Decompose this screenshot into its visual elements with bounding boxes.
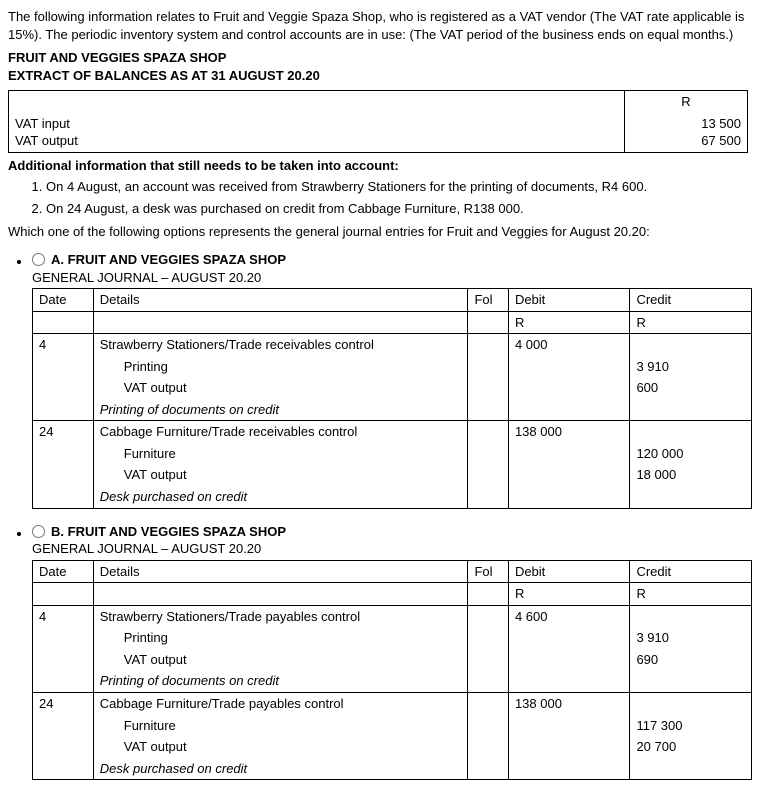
entry-date: 4 (33, 605, 94, 627)
additional-item: On 4 August, an account was received fro… (46, 178, 759, 196)
entry-credit: 600 (630, 377, 752, 399)
entry-credit: 3 910 (630, 356, 752, 378)
col-fol: Fol (468, 289, 509, 312)
entry-line: VAT output (100, 738, 462, 756)
col-credit: Credit (630, 560, 752, 583)
entry-credit: 18 000 (630, 464, 752, 486)
additional-item: On 24 August, a desk was purchased on cr… (46, 200, 759, 218)
entry-debit: 4 000 (508, 334, 630, 356)
option-b-letter: B. (51, 524, 64, 539)
entry-narration: Printing of documents on credit (93, 670, 468, 692)
option-a-letter: A. (51, 252, 64, 267)
journal-table-b: Date Details Fol Debit Credit R R 4 Stra… (32, 560, 752, 780)
option-a-subtitle: GENERAL JOURNAL – AUGUST 20.20 (32, 269, 759, 287)
balances-row-amount: 67 500 (701, 133, 741, 148)
shop-name: FRUIT AND VEGGIES SPAZA SHOP (8, 49, 759, 67)
balances-row-amount: 13 500 (701, 116, 741, 131)
entry-narration: Desk purchased on credit (93, 486, 468, 508)
col-debit: Debit (508, 560, 630, 583)
additional-list: On 4 August, an account was received fro… (28, 178, 759, 217)
col-debit: Debit (508, 289, 630, 312)
entry-credit: 117 300 (630, 715, 752, 737)
entry-debit: 138 000 (508, 421, 630, 443)
entry-date: 24 (33, 692, 94, 714)
entry-narration: Desk purchased on credit (93, 758, 468, 780)
question-text: Which one of the following options repre… (8, 223, 759, 241)
col-date: Date (33, 560, 94, 583)
extract-title: EXTRACT OF BALANCES AS AT 31 AUGUST 20.2… (8, 67, 759, 85)
entry-line: Furniture (100, 445, 462, 463)
entry-debit: 4 600 (508, 605, 630, 627)
entry-line: Strawberry Stationers/Trade receivables … (93, 334, 468, 356)
col-r: R (630, 311, 752, 334)
entry-date: 4 (33, 334, 94, 356)
entry-line: VAT output (100, 466, 462, 484)
col-fol: Fol (468, 560, 509, 583)
entry-date: 24 (33, 421, 94, 443)
option-b: B. FRUIT AND VEGGIES SPAZA SHOP GENERAL … (32, 523, 759, 781)
entry-line: Cabbage Furniture/Trade payables control (93, 692, 468, 714)
journal-table-a: Date Details Fol Debit Credit R R 4 Stra… (32, 288, 752, 508)
balances-table: R VAT input VAT output 13 500 67 500 (8, 90, 748, 153)
col-r: R (630, 583, 752, 606)
entry-debit: 138 000 (508, 692, 630, 714)
balances-row-label: VAT output (15, 133, 78, 148)
entry-line: Printing (100, 358, 462, 376)
entry-line: VAT output (100, 651, 462, 669)
entry-credit: 20 700 (630, 736, 752, 758)
entry-line: Furniture (100, 717, 462, 735)
option-a: A. FRUIT AND VEGGIES SPAZA SHOP GENERAL … (32, 251, 759, 509)
balances-currency-header: R (625, 91, 748, 113)
entry-credit: 120 000 (630, 443, 752, 465)
entry-line: VAT output (100, 379, 462, 397)
col-details: Details (93, 560, 468, 583)
entry-line: Cabbage Furniture/Trade receivables cont… (93, 421, 468, 443)
option-b-subtitle: GENERAL JOURNAL – AUGUST 20.20 (32, 540, 759, 558)
entry-line: Printing (100, 629, 462, 647)
entry-credit: 690 (630, 649, 752, 671)
radio-option-a[interactable] (32, 253, 45, 266)
additional-title: Additional information that still needs … (8, 157, 759, 175)
radio-option-b[interactable] (32, 525, 45, 538)
option-b-title: FRUIT AND VEGGIES SPAZA SHOP (68, 524, 286, 539)
col-credit: Credit (630, 289, 752, 312)
option-a-title: FRUIT AND VEGGIES SPAZA SHOP (68, 252, 286, 267)
entry-line: Strawberry Stationers/Trade payables con… (93, 605, 468, 627)
col-r: R (508, 583, 630, 606)
col-details: Details (93, 289, 468, 312)
col-r: R (508, 311, 630, 334)
intro-text: The following information relates to Fru… (8, 8, 759, 43)
balances-row-label: VAT input (15, 116, 70, 131)
col-date: Date (33, 289, 94, 312)
entry-credit: 3 910 (630, 627, 752, 649)
entry-narration: Printing of documents on credit (93, 399, 468, 421)
